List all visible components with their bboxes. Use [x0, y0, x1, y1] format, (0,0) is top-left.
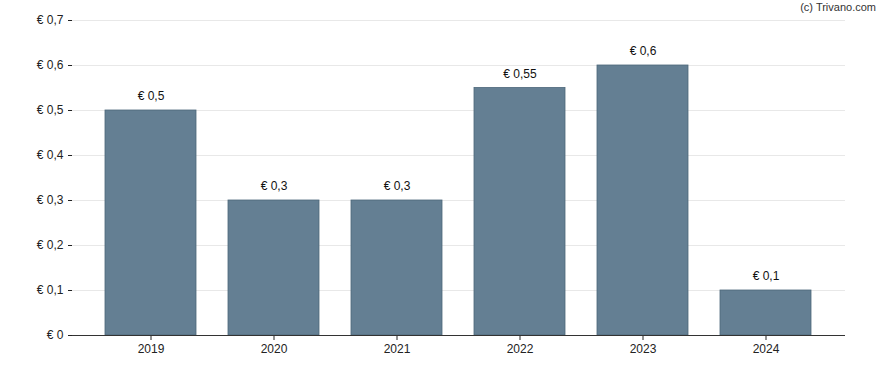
- svg-text:€ 0,6: € 0,6: [630, 44, 657, 58]
- svg-text:2019: 2019: [138, 342, 165, 356]
- svg-text:2022: 2022: [507, 342, 534, 356]
- svg-text:€ 0,6: € 0,6: [37, 58, 64, 72]
- svg-text:€ 0: € 0: [47, 328, 64, 342]
- svg-text:€ 0,3: € 0,3: [37, 193, 64, 207]
- svg-text:2024: 2024: [753, 342, 780, 356]
- svg-text:2020: 2020: [261, 342, 288, 356]
- html-text:(c) Trivano.com: (c) Trivano.com: [800, 1, 876, 13]
- svg-text:€ 0,1: € 0,1: [753, 269, 780, 283]
- svg-text:€ 0,5: € 0,5: [138, 89, 165, 103]
- svg-text:€ 0,7: € 0,7: [37, 13, 64, 27]
- svg-text:€ 0,3: € 0,3: [261, 179, 288, 193]
- svg-text:2023: 2023: [630, 342, 657, 356]
- svg-text:€ 0,1: € 0,1: [37, 283, 64, 297]
- svg-text:€ 0,5: € 0,5: [37, 103, 64, 117]
- svg-text:€ 0,55: € 0,55: [503, 67, 537, 81]
- svg-text:€ 0,2: € 0,2: [37, 238, 64, 252]
- svg-text:€ 0,4: € 0,4: [37, 148, 64, 162]
- svg-text:2021: 2021: [384, 342, 411, 356]
- svg-text:€ 0,3: € 0,3: [384, 179, 411, 193]
